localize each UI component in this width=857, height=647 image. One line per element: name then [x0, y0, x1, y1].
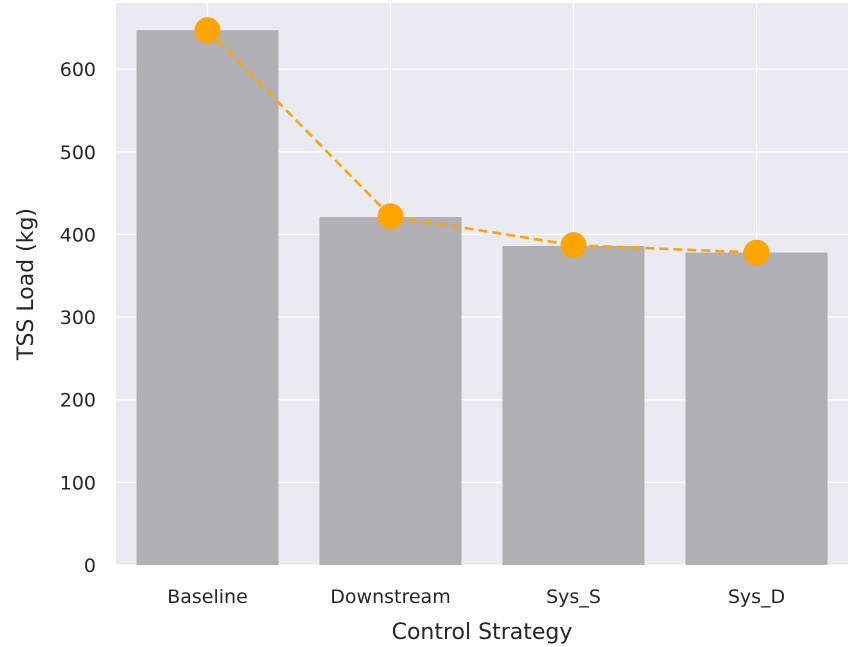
- y-tick-label: 400: [60, 224, 96, 246]
- y-tick-label: 0: [84, 555, 96, 577]
- y-axis-label: TSS Load (kg): [14, 208, 39, 361]
- y-tick-label: 200: [60, 390, 96, 412]
- bar-sys-s: [502, 245, 645, 565]
- line-overlay: [194, 17, 770, 266]
- trend-point: [743, 239, 770, 266]
- x-tick-label: Baseline: [167, 586, 248, 608]
- bar-downstream: [319, 217, 462, 565]
- y-tick-label: 300: [60, 307, 96, 329]
- y-tick-label: 100: [60, 472, 96, 494]
- bars: [136, 30, 828, 565]
- trend-line: [206, 29, 757, 254]
- x-tick-label: Downstream: [330, 586, 450, 608]
- x-axis-label: Control Strategy: [392, 620, 573, 645]
- x-tick-labels: Baseline Downstream Sys_S Sys_D: [167, 586, 785, 608]
- y-tick-labels: 0 100 200 300 400 500 600: [60, 59, 96, 577]
- trend-point: [194, 17, 221, 44]
- y-tick-label: 500: [60, 142, 96, 164]
- trend-point: [377, 203, 404, 230]
- x-tick-label: Sys_D: [728, 586, 785, 608]
- x-tick-label: Sys_S: [546, 586, 601, 608]
- trend-point: [560, 232, 587, 259]
- y-tick-label: 600: [60, 59, 96, 81]
- bar-baseline: [136, 30, 279, 565]
- bar-sys-d: [685, 252, 828, 565]
